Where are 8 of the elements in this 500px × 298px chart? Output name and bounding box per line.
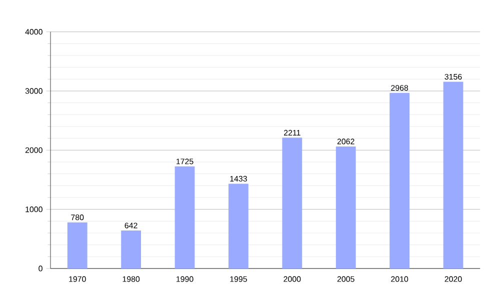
bar [390, 92, 410, 268]
bar [282, 138, 302, 268]
bar [443, 82, 464, 268]
bar [121, 230, 141, 268]
bar [228, 184, 248, 268]
bar [336, 146, 356, 268]
bar [67, 222, 88, 268]
bar [174, 166, 195, 268]
